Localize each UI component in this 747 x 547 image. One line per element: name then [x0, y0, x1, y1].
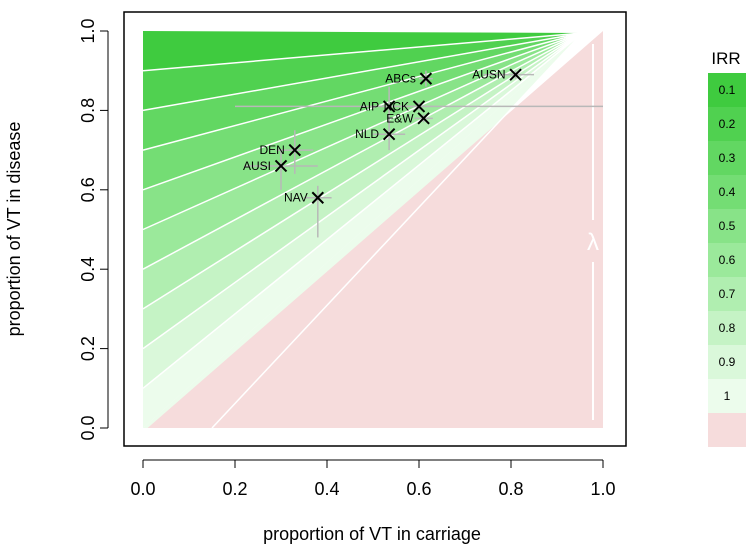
data-point-label: DEN: [259, 143, 284, 157]
irr-contour-line: [211, 32, 583, 429]
x-tick-label: 0.0: [130, 479, 155, 499]
legend-entry-label: 0.2: [719, 117, 736, 131]
y-tick-label: 0.4: [78, 257, 98, 282]
x-axis-label: proportion of VT in carriage: [263, 524, 481, 544]
legend-entry-label: 0.9: [719, 355, 736, 369]
irr-contour-line: [142, 32, 583, 310]
legend-entry-label: 0.4: [719, 185, 736, 199]
irr-contour-line: [142, 32, 583, 112]
legend-swatch: [708, 107, 746, 141]
data-point-label: NLD: [355, 127, 379, 141]
legend-swatch: [708, 277, 746, 311]
data-point-label: AUSI: [243, 159, 271, 173]
data-point-marker: [382, 128, 396, 141]
legend-entry-label: 0.1: [719, 83, 736, 97]
irr-contour-line: [142, 32, 583, 389]
x-tick-label: 0.8: [498, 479, 523, 499]
legend-entry-label: 0.6: [719, 253, 736, 267]
data-point-label: ABCs: [385, 72, 416, 86]
legend-swatch: [708, 379, 746, 413]
irr-region-fill: [143, 31, 603, 429]
legend-swatch: [708, 209, 746, 243]
error-bars: [235, 70, 603, 238]
irr-contour-line: [142, 32, 583, 72]
data-point-label: NCK: [384, 99, 409, 113]
legend-entry-label: 1: [724, 389, 731, 403]
legend-swatch: [708, 73, 746, 107]
data-point-marker: [417, 112, 430, 125]
data-point-marker: [412, 100, 426, 113]
x-tick-label: 0.4: [314, 479, 339, 499]
y-tick-label: 0.8: [78, 98, 98, 123]
y-tick-label: 0.0: [78, 415, 98, 440]
y-tick-label: 0.2: [78, 336, 98, 361]
lambda-label: λ: [587, 229, 599, 256]
x-tick-label: 1.0: [590, 479, 615, 499]
legend-entry-label: 0.5: [719, 219, 736, 233]
x-tick-label: 0.2: [222, 479, 247, 499]
irr-fill-region-above-one: [147, 31, 603, 428]
x-tick-label: 0.6: [406, 479, 431, 499]
irr-contour-line: [142, 32, 583, 191]
legend-swatch: [708, 413, 746, 447]
legend-swatch: [708, 175, 746, 209]
y-axis: 0.0 0.2 0.4 0.6 0.8 1.0: [78, 18, 109, 441]
irr-contour-line: [142, 32, 583, 151]
legend-swatch: [708, 345, 746, 379]
data-point-marker: [419, 72, 433, 85]
data-point-label: NAV: [284, 191, 308, 205]
data-point-label: E&W: [386, 111, 414, 125]
legend-entry-label: 0.7: [719, 287, 736, 301]
x-axis: 0.0 0.2 0.4 0.6 0.8 1.0: [130, 459, 616, 499]
y-tick-label: 0.6: [78, 177, 98, 202]
irr-contour-line: [142, 32, 583, 350]
data-point-marker: [288, 143, 302, 157]
legend-swatch: [708, 141, 746, 175]
data-point-marker: [311, 191, 325, 204]
legend-entry-label: 0.3: [719, 151, 736, 165]
data-point-label: AUSN: [472, 68, 505, 82]
y-axis-label: proportion of VT in disease: [4, 122, 24, 337]
data-point-marker: [509, 68, 522, 81]
legend-swatch: [708, 243, 746, 277]
legend-swatch: [708, 311, 746, 345]
irr-contour-lines: [142, 32, 583, 429]
irr-contour-line: [142, 32, 583, 231]
data-point-label: AIP: [360, 99, 379, 113]
legend-title: IRR: [711, 49, 740, 68]
irr-fill-band: [143, 32, 583, 429]
data-point-marker: [382, 100, 396, 113]
plot-area-frame: [123, 11, 627, 447]
y-tick-label: 1.0: [78, 18, 98, 43]
irr-contour-line: [142, 32, 583, 270]
lambda-annotation-group: λ: [587, 44, 599, 420]
data-point-marker: [274, 159, 288, 173]
legend-entry-label: 0.8: [719, 321, 736, 335]
legend: IRR 0.1 0.2 0.3 0.4 0.5 0.6 0.7 0.8 0.9 1: [708, 49, 746, 447]
